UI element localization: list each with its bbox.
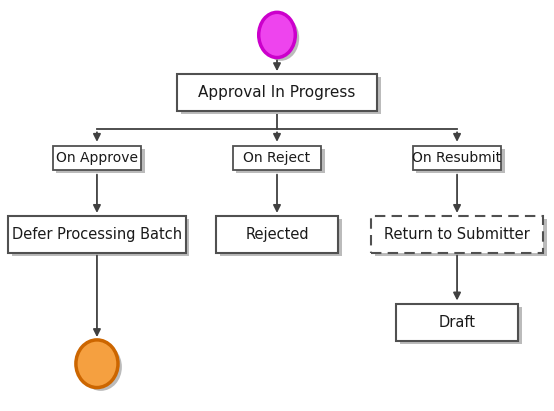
Ellipse shape [80, 343, 122, 391]
FancyBboxPatch shape [177, 74, 377, 111]
FancyBboxPatch shape [216, 216, 338, 253]
FancyBboxPatch shape [12, 219, 189, 256]
FancyBboxPatch shape [236, 149, 325, 173]
Text: Approval In Progress: Approval In Progress [198, 85, 356, 100]
Text: Defer Processing Batch: Defer Processing Batch [12, 227, 182, 242]
FancyBboxPatch shape [416, 149, 505, 173]
Ellipse shape [259, 12, 295, 58]
Text: On Reject: On Reject [243, 151, 311, 165]
FancyBboxPatch shape [56, 149, 145, 173]
FancyBboxPatch shape [413, 146, 501, 170]
FancyBboxPatch shape [8, 216, 186, 253]
Text: Rejected: Rejected [245, 227, 309, 242]
FancyBboxPatch shape [375, 219, 547, 256]
FancyBboxPatch shape [400, 307, 522, 344]
FancyBboxPatch shape [220, 219, 342, 256]
Ellipse shape [263, 16, 299, 61]
Text: Return to Submitter: Return to Submitter [384, 227, 530, 242]
FancyBboxPatch shape [53, 146, 141, 170]
FancyBboxPatch shape [233, 146, 321, 170]
FancyBboxPatch shape [396, 304, 518, 341]
Text: Draft: Draft [439, 315, 475, 330]
FancyBboxPatch shape [181, 77, 381, 114]
Text: On Resubmit: On Resubmit [413, 151, 501, 165]
FancyBboxPatch shape [371, 216, 543, 253]
Ellipse shape [76, 340, 118, 388]
Text: On Approve: On Approve [56, 151, 138, 165]
